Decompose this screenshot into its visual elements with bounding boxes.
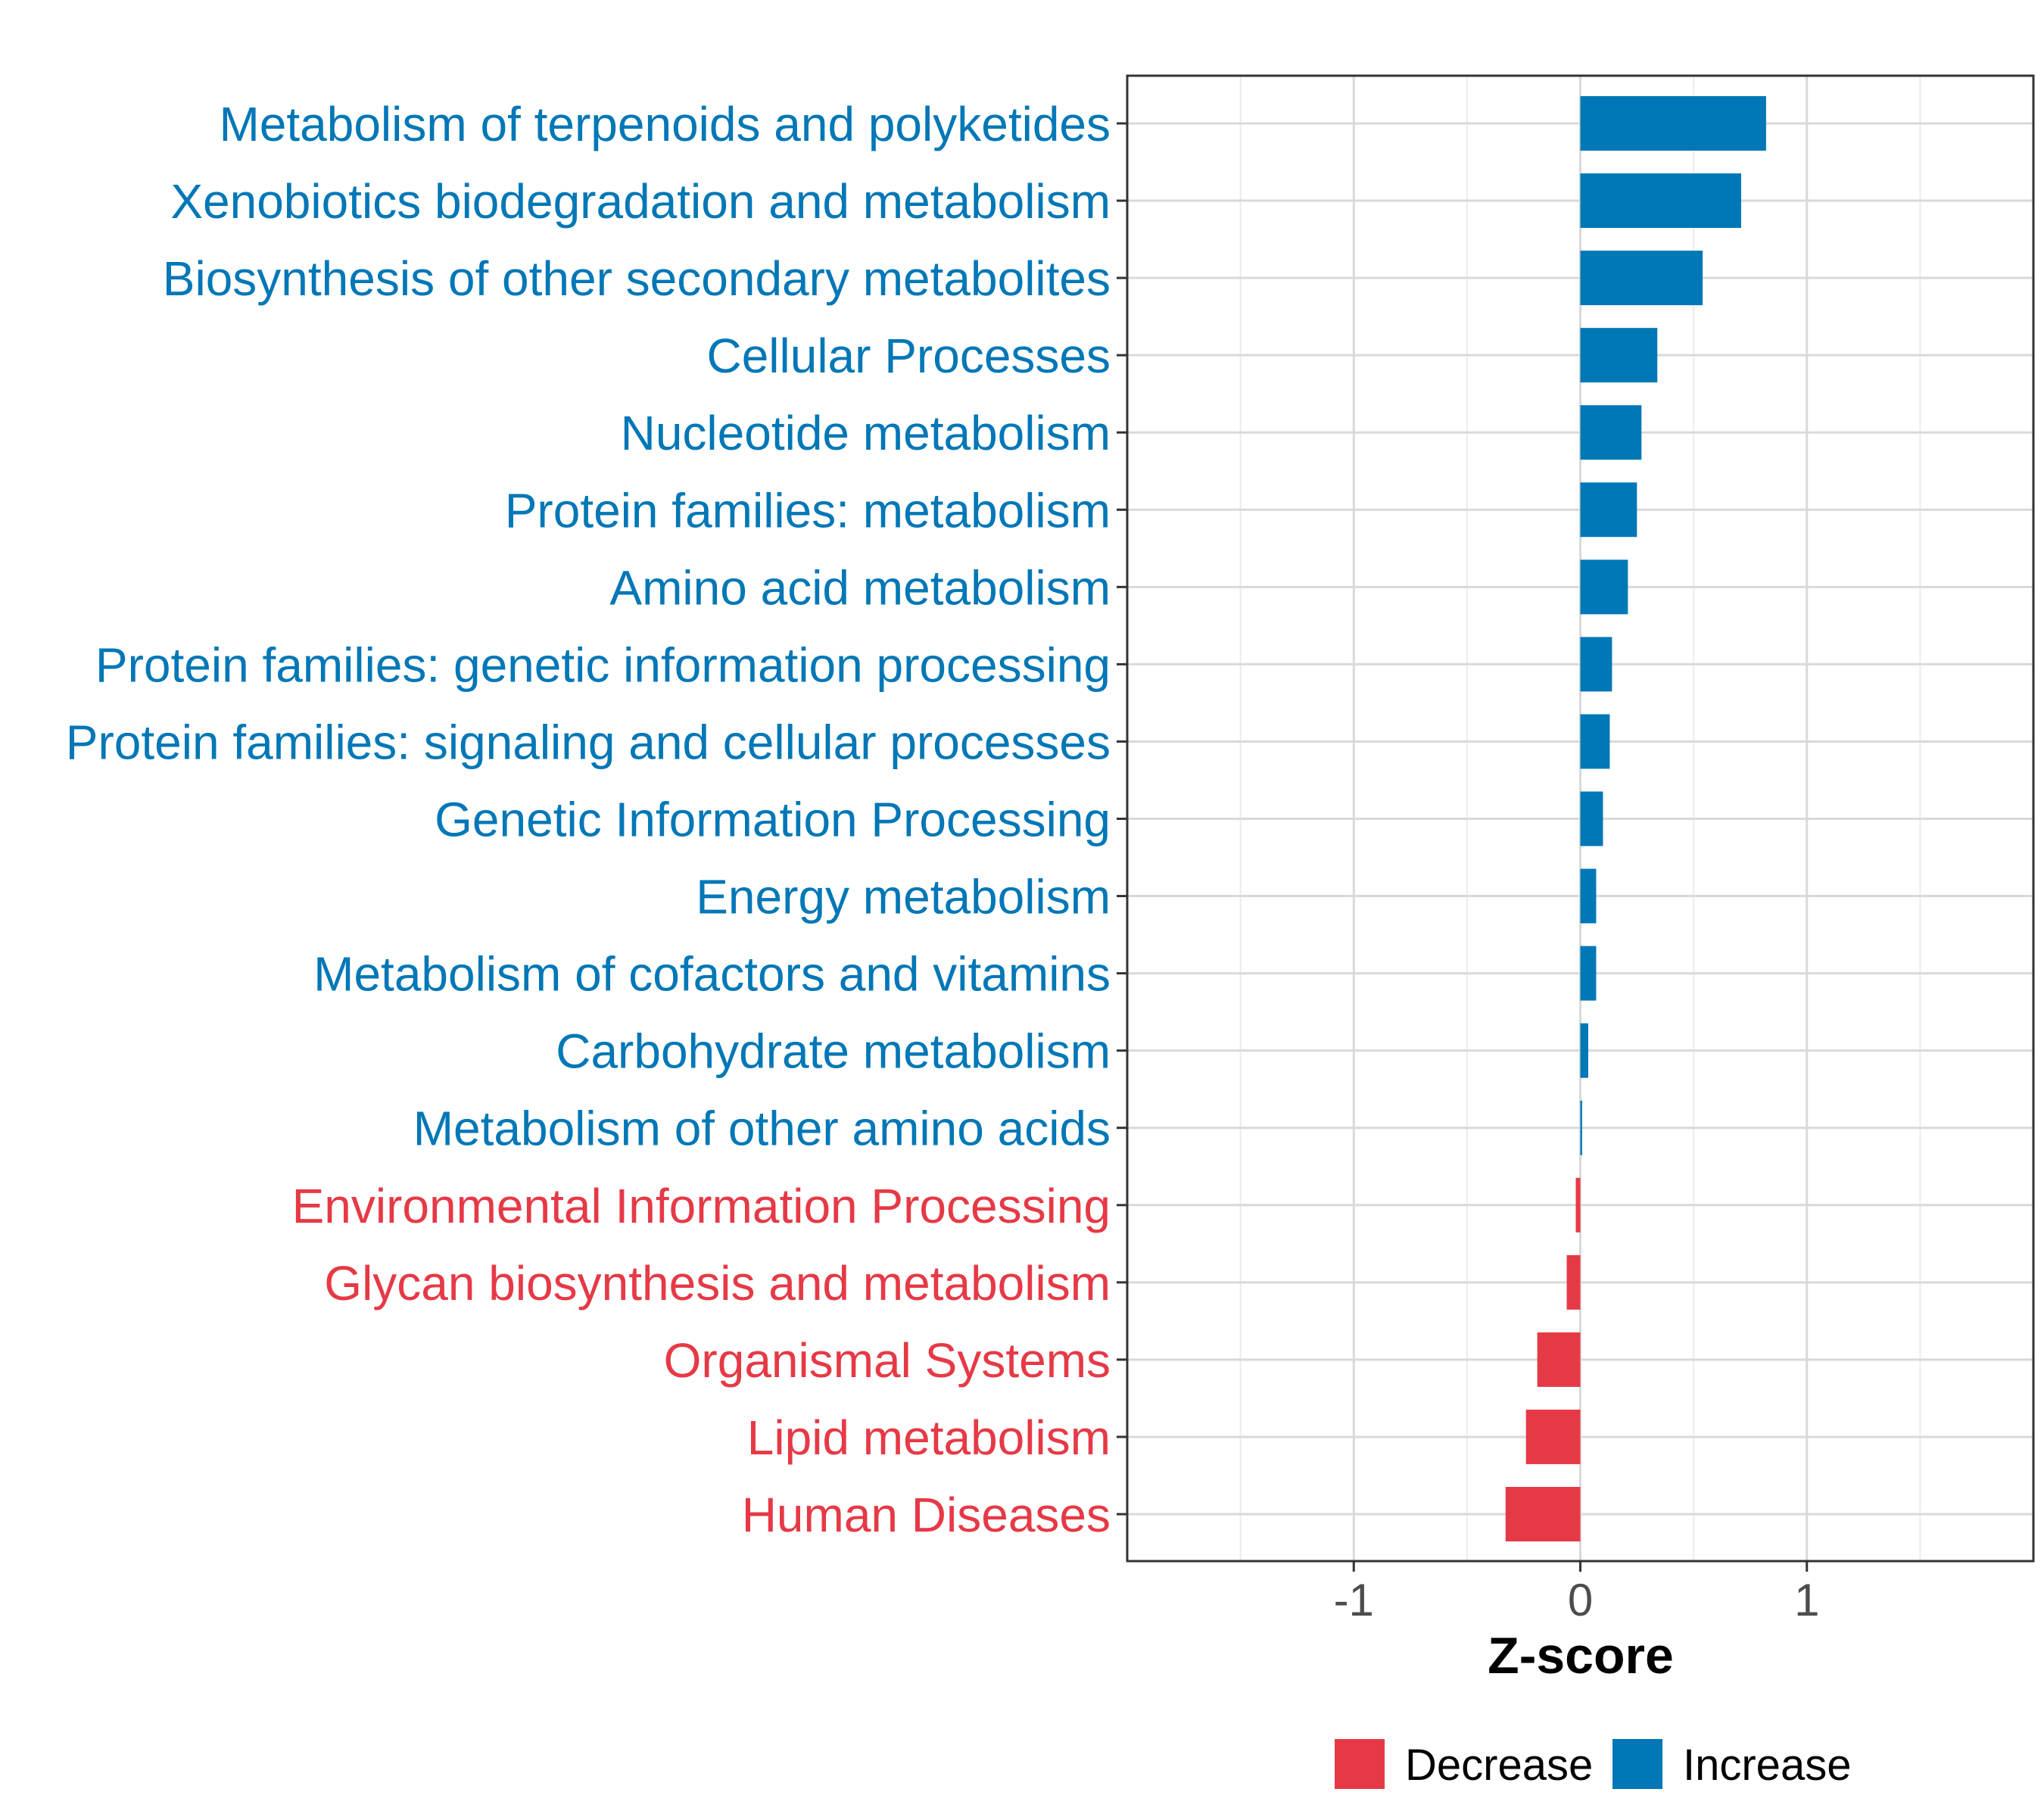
bar-organismal-systems xyxy=(1537,1332,1581,1387)
y-label-carbohydrate-metabolism: Carbohydrate metabolism xyxy=(556,1024,1111,1079)
y-axis-labels: Metabolism of terpenoids and polyketides… xyxy=(66,97,1111,1542)
bar-metabolism-of-cofactors-and-vitamins xyxy=(1580,946,1597,1001)
legend-swatch-decrease xyxy=(1335,1739,1385,1789)
bar-amino-acid-metabolism xyxy=(1580,559,1628,615)
bar-protein-families-genetic-information-processing xyxy=(1580,637,1612,692)
legend: Decrease Increase xyxy=(1335,1739,1851,1790)
y-label-organismal-systems: Organismal Systems xyxy=(664,1333,1111,1388)
bar-glycan-biosynthesis-and-metabolism xyxy=(1566,1254,1581,1310)
x-axis-ticks: -1 0 1 xyxy=(1334,1561,1819,1625)
bar-lipid-metabolism xyxy=(1525,1409,1581,1464)
y-label-metabolism-of-cofactors-and-vitamins: Metabolism of cofactors and vitamins xyxy=(313,947,1111,1002)
y-label-amino-acid-metabolism: Amino acid metabolism xyxy=(609,560,1111,615)
y-axis-ticks xyxy=(1117,122,1127,1516)
y-label-biosynthesis-of-other-secondary-metabolites: Biosynthesis of other secondary metaboli… xyxy=(163,251,1111,306)
y-label-energy-metabolism: Energy metabolism xyxy=(696,870,1111,924)
y-label-nucleotide-metabolism: Nucleotide metabolism xyxy=(621,406,1111,460)
y-label-xenobiotics-biodegradation-and-metabolism: Xenobiotics biodegradation and metabolis… xyxy=(170,174,1111,229)
y-label-cellular-processes: Cellular Processes xyxy=(706,329,1111,383)
bar-human-diseases xyxy=(1505,1487,1581,1541)
bar-cellular-processes xyxy=(1580,328,1658,383)
bars xyxy=(1505,96,1766,1541)
y-label-protein-families-genetic-information-processing: Protein families: genetic information pr… xyxy=(95,637,1111,692)
legend-swatch-increase xyxy=(1612,1739,1662,1789)
x-tick-label: 1 xyxy=(1794,1575,1819,1625)
legend-label-decrease: Decrease xyxy=(1405,1741,1593,1790)
bar-biosynthesis-of-other-secondary-metabolites xyxy=(1580,251,1703,306)
bar-xenobiotics-biodegradation-and-metabolism xyxy=(1580,173,1741,229)
y-label-metabolism-of-terpenoids-and-polyketides: Metabolism of terpenoids and polyketides xyxy=(219,97,1111,151)
bar-energy-metabolism xyxy=(1580,868,1597,924)
y-label-genetic-information-processing: Genetic Information Processing xyxy=(435,793,1111,847)
y-label-metabolism-of-other-amino-acids: Metabolism of other amino acids xyxy=(413,1102,1111,1156)
bar-protein-families-signaling-and-cellular-processes xyxy=(1580,714,1610,769)
bar-genetic-information-processing xyxy=(1580,791,1603,846)
x-axis-title: Z-score xyxy=(1488,1627,1674,1685)
legend-label-increase: Increase xyxy=(1683,1741,1851,1790)
bar-nucleotide-metabolism xyxy=(1580,405,1642,460)
bar-environmental-information-processing xyxy=(1575,1177,1581,1233)
y-label-glycan-biosynthesis-and-metabolism: Glycan biosynthesis and metabolism xyxy=(324,1256,1111,1311)
bar-protein-families-metabolism xyxy=(1580,482,1637,538)
x-tick-label: -1 xyxy=(1334,1575,1374,1625)
bar-metabolism-of-other-amino-acids xyxy=(1580,1100,1582,1155)
bar-carbohydrate-metabolism xyxy=(1580,1023,1588,1078)
y-label-human-diseases: Human Diseases xyxy=(742,1488,1111,1542)
y-label-lipid-metabolism: Lipid metabolism xyxy=(747,1410,1111,1465)
bar-metabolism-of-terpenoids-and-polyketides xyxy=(1580,96,1766,151)
y-label-protein-families-metabolism: Protein families: metabolism xyxy=(505,483,1111,538)
y-label-protein-families-signaling-and-cellular-processes: Protein families: signaling and cellular… xyxy=(66,715,1111,769)
x-tick-label: 0 xyxy=(1568,1575,1593,1625)
y-label-environmental-information-processing: Environmental Information Processing xyxy=(292,1179,1111,1233)
